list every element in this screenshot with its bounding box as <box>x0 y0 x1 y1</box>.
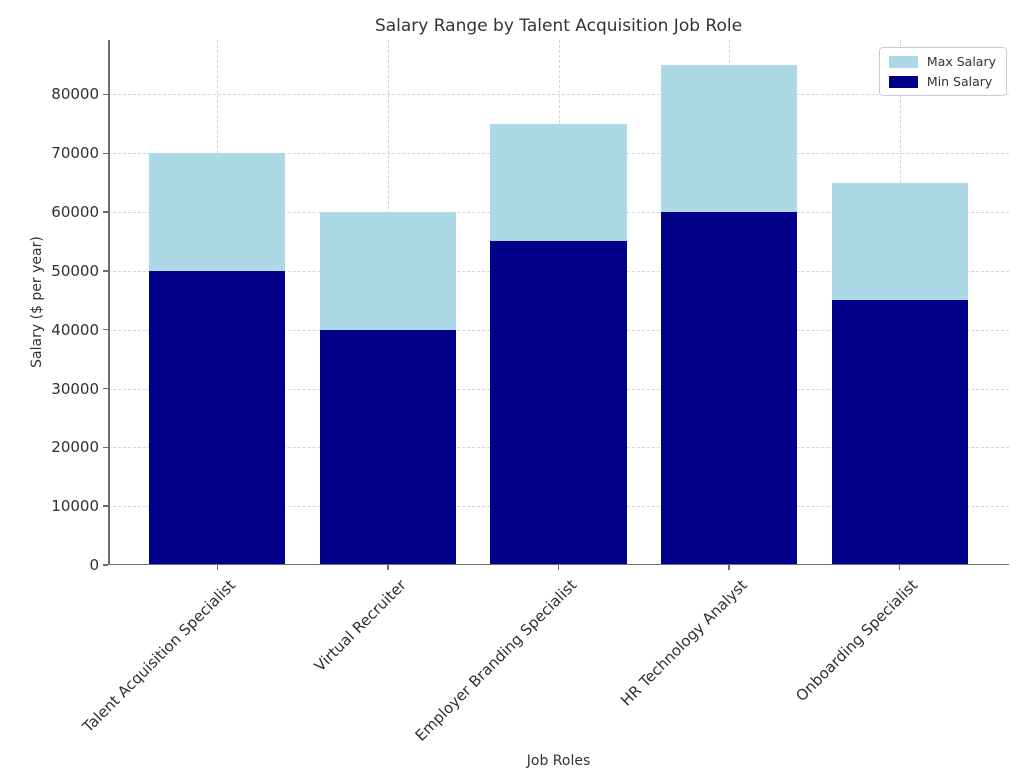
chart-title: Salary Range by Talent Acquisition Job R… <box>374 16 743 36</box>
y-tick-label: 10000 <box>51 497 99 516</box>
bar-min-salary <box>831 300 969 565</box>
y-axis-label: Salary ($ per year) <box>29 236 45 368</box>
y-tick-label: 50000 <box>51 261 99 280</box>
x-tick-label: Virtual Recruiter <box>310 576 410 676</box>
x-axis-line <box>108 563 1009 565</box>
y-tick-label: 30000 <box>51 379 99 398</box>
bar-min-salary <box>319 329 457 565</box>
y-tick-mark <box>103 270 108 272</box>
x-tick-mark <box>557 565 560 570</box>
legend-item-max-salary: Max Salary <box>888 54 996 69</box>
ticks-layer: 0 10000 20000 30000 40000 50000 60000 70000 8000… <box>51 40 1009 744</box>
bars-layer <box>108 40 1009 565</box>
bar-min-salary <box>660 212 798 565</box>
y-tick-mark <box>103 446 108 449</box>
y-tick-label: 0 <box>89 556 99 574</box>
y-tick-label: 20000 <box>51 438 99 457</box>
y-tick-label: 40000 <box>51 320 99 339</box>
x-tick-label: Talent Acquisition Specialist <box>78 576 239 736</box>
legend-label-max-salary: Max Salary <box>926 54 996 69</box>
x-tick-label: Onboarding Specialist <box>792 576 922 706</box>
y-tick-label: 70000 <box>51 144 99 163</box>
legend-item-min-salary: Min Salary <box>888 74 996 89</box>
legend-swatch-min-salary <box>888 75 918 88</box>
y-tick-label: 60000 <box>51 203 99 222</box>
y-tick-mark <box>103 387 108 390</box>
y-tick-mark <box>103 505 108 507</box>
legend: Max Salary Min Salary <box>878 47 1007 96</box>
x-tick-mark <box>216 565 218 570</box>
x-tick-mark <box>899 565 901 570</box>
y-tick-mark <box>103 152 108 154</box>
y-tick-mark <box>103 329 108 331</box>
bar-max-salary <box>148 153 286 271</box>
bar-max-salary <box>660 65 798 213</box>
x-tick-label: Employer Branding Specialist <box>411 576 581 745</box>
y-tick-label: 80000 <box>51 85 99 104</box>
bar-max-salary <box>319 212 457 330</box>
x-tick-mark <box>387 565 389 570</box>
y-tick-mark <box>103 93 108 96</box>
plot-area: 0 10000 20000 30000 40000 50000 60000 70000 8000… <box>51 40 1009 745</box>
bar-max-salary <box>831 182 969 301</box>
y-axis-line <box>108 40 110 565</box>
bar-min-salary <box>148 270 286 565</box>
x-axis-label: Job Roles <box>526 753 591 769</box>
bar-max-salary <box>490 123 627 242</box>
bar-min-salary <box>490 241 627 565</box>
x-tick-label: HR Technology Analyst <box>617 576 751 710</box>
y-tick-mark <box>103 564 108 566</box>
legend-label-min-salary: Min Salary <box>926 74 993 89</box>
y-tick-mark <box>103 211 108 213</box>
x-tick-mark <box>728 565 730 570</box>
legend-swatch-max-salary <box>888 55 918 68</box>
